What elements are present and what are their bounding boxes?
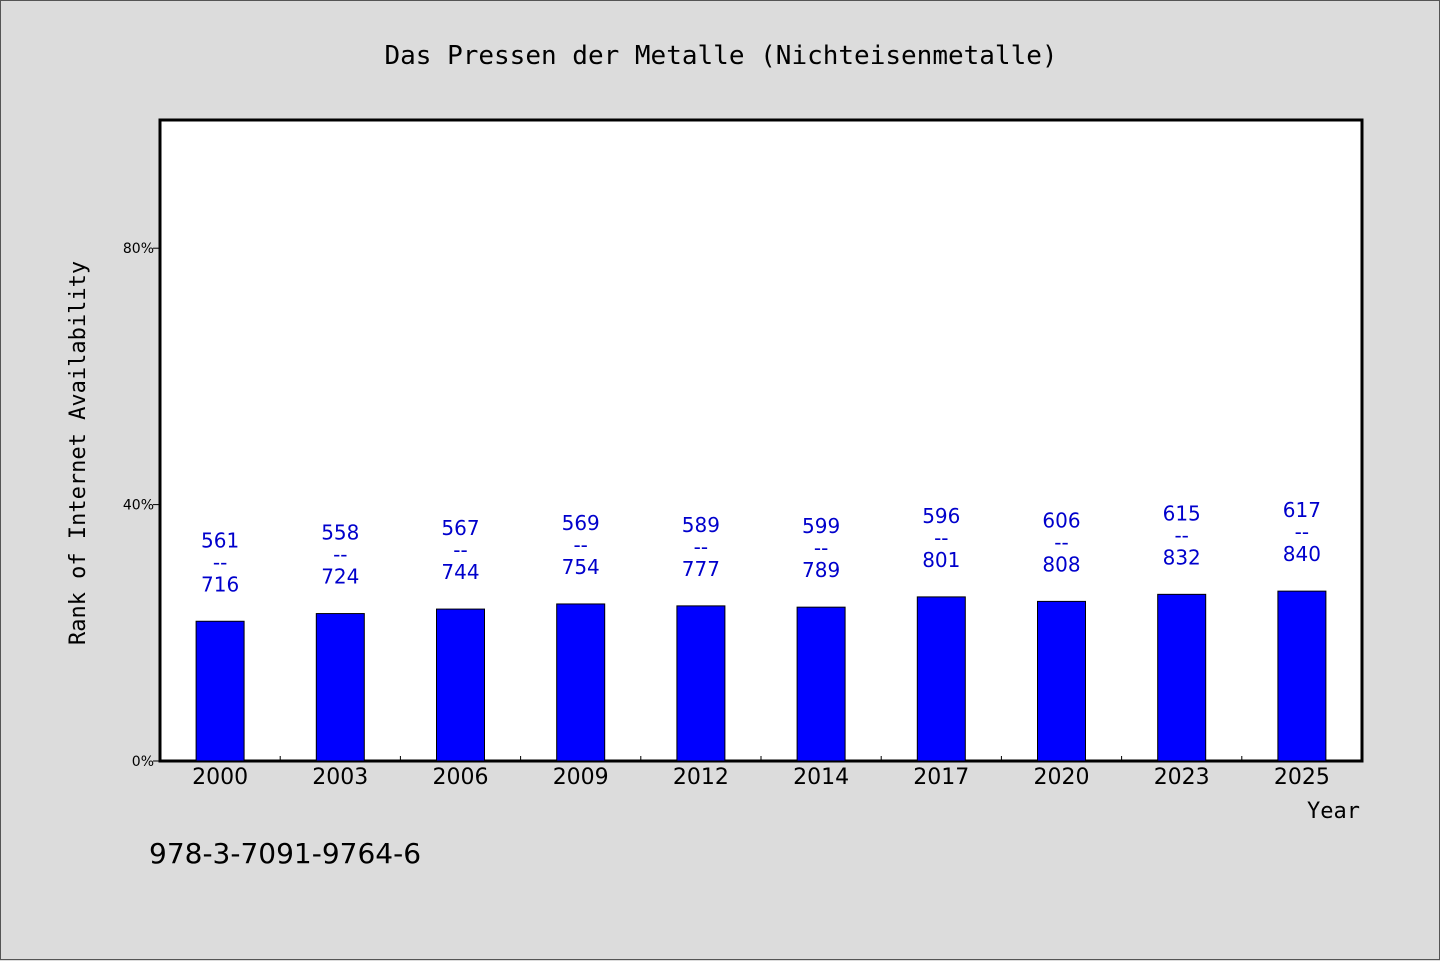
bar [556, 603, 606, 762]
data-label-bottom: 840 [1283, 542, 1321, 566]
bar [315, 613, 365, 762]
data-label-top: 617 [1283, 498, 1321, 522]
x-tick-label: 2006 [433, 765, 489, 790]
x-tick-label: 2012 [673, 765, 729, 790]
bar [195, 620, 245, 762]
data-label-separator: -- [1054, 530, 1068, 554]
x-axis-ticks: 2000 2003 2006 2009 2012 2014 2017 2020 2023 2025 [192, 756, 1330, 790]
data-label-separator: -- [1295, 520, 1309, 544]
data-label-top: 567 [441, 516, 479, 540]
data-label-bottom: 832 [1163, 545, 1201, 569]
x-tick-label: 2003 [312, 765, 368, 790]
data-label-separator: -- [814, 536, 828, 560]
y-tick-label: 0% [132, 754, 154, 770]
data-label-bottom: 716 [201, 572, 239, 596]
bar [676, 605, 726, 762]
data-labels: 716--561724--558744--567754--569777--589… [201, 498, 1321, 596]
chart-title: Das Pressen der Metalle (Nichteisenmetal… [384, 41, 1057, 71]
data-label-separator: -- [1174, 523, 1188, 547]
x-tick-label: 2020 [1034, 765, 1090, 790]
data-label-top: 569 [562, 511, 600, 535]
bar [1157, 593, 1207, 762]
bar [436, 608, 485, 762]
data-label-separator: -- [934, 526, 948, 550]
x-axis-title: Year [1307, 799, 1360, 824]
data-label-top: 561 [201, 528, 239, 552]
y-tick-label: 40% [123, 498, 154, 514]
data-label-bottom: 754 [562, 555, 600, 579]
x-tick-label: 2025 [1274, 765, 1330, 790]
data-label-bottom: 777 [682, 557, 720, 581]
y-axis-title: Rank of Internet Availability [66, 261, 91, 645]
data-label-separator: -- [213, 550, 227, 574]
bar-series [195, 590, 1327, 762]
data-label-separator: -- [333, 543, 347, 567]
data-label-top: 589 [682, 513, 720, 537]
bar [796, 606, 846, 762]
x-tick-label: 2023 [1154, 765, 1210, 790]
data-label-separator: -- [573, 533, 587, 557]
x-tick-label: 2000 [192, 765, 248, 790]
data-label-top: 615 [1163, 501, 1201, 525]
isbn-footer: 978-3-7091-9764-6 [149, 837, 421, 870]
data-label-bottom: 724 [321, 565, 359, 589]
data-label-bottom: 744 [441, 560, 479, 584]
x-tick-label: 2009 [553, 765, 609, 790]
data-label-top: 606 [1042, 508, 1080, 532]
x-tick-label: 2014 [793, 765, 849, 790]
data-label-bottom: 808 [1042, 552, 1080, 576]
y-axis-ticks: 0% 40% 80% [123, 241, 160, 770]
bar [916, 596, 966, 762]
x-tick-label: 2017 [913, 765, 969, 790]
y-tick-label: 80% [123, 241, 154, 257]
data-label-bottom: 801 [922, 548, 960, 572]
bar [1277, 590, 1327, 762]
data-label-top: 558 [321, 521, 359, 545]
data-label-top: 596 [922, 504, 960, 528]
bar [1037, 600, 1086, 762]
data-label-top: 599 [802, 514, 840, 538]
data-label-separator: -- [694, 535, 708, 559]
data-label-bottom: 789 [802, 558, 840, 582]
data-label-separator: -- [453, 538, 467, 562]
